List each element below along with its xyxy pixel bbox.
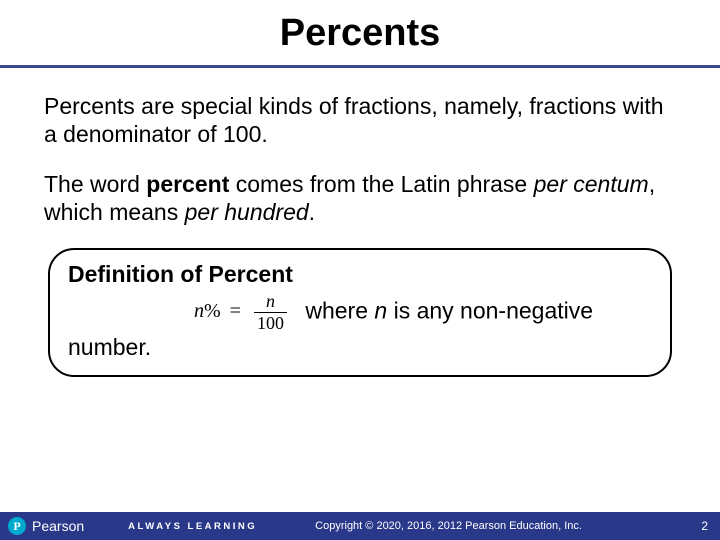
footer-tagline: ALWAYS LEARNING [128, 521, 257, 532]
paragraph-2: The word percent comes from the Latin ph… [44, 170, 676, 226]
title-area: Percents [0, 0, 720, 59]
definition-body: n% = n 100 where n is any non-negative n… [68, 292, 652, 361]
where-var-n: n [374, 298, 387, 324]
para2-text-a: The word [44, 171, 146, 197]
formula-var-n: n [194, 300, 204, 322]
definition-title: Definition of Percent [68, 260, 652, 288]
content-area: Percents are special kinds of fractions,… [0, 92, 720, 377]
brand-logo: P Pearson [0, 517, 84, 535]
formula-equals: = [230, 300, 241, 322]
fraction-numerator: n [254, 292, 287, 311]
brand-name: Pearson [32, 518, 84, 534]
title-divider [0, 65, 720, 68]
paragraph-1: Percents are special kinds of fractions,… [44, 92, 676, 148]
formula: n% = n 100 [194, 292, 291, 333]
footer-bar: P Pearson ALWAYS LEARNING Copyright © 20… [0, 512, 720, 540]
slide-title: Percents [0, 12, 720, 55]
where-tail: number. [68, 333, 652, 361]
para2-italic-perhundred: per hundred [185, 199, 309, 225]
definition-box: Definition of Percent n% = n 100 where n… [48, 248, 672, 377]
formula-fraction: n 100 [254, 292, 287, 333]
para2-italic-percentum: per centum [534, 171, 649, 197]
where-text-a: where [305, 298, 374, 324]
pearson-p-icon: P [8, 517, 26, 535]
where-text-b: is any non-negative [387, 298, 593, 324]
footer-copyright: Copyright © 2020, 2016, 2012 Pearson Edu… [315, 520, 582, 532]
para2-bold-percent: percent [146, 171, 229, 197]
formula-row: n% = n 100 where n is any non-negative [68, 292, 652, 333]
para2-text-d: . [309, 199, 315, 225]
page-number: 2 [701, 519, 708, 533]
slide: Percents Percents are special kinds of f… [0, 0, 720, 540]
formula-percent-sign: % [204, 300, 221, 322]
fraction-denominator: 100 [254, 314, 287, 333]
para1-text: Percents are special kinds of fractions,… [44, 93, 664, 147]
para2-text-b: comes from the Latin phrase [229, 171, 533, 197]
